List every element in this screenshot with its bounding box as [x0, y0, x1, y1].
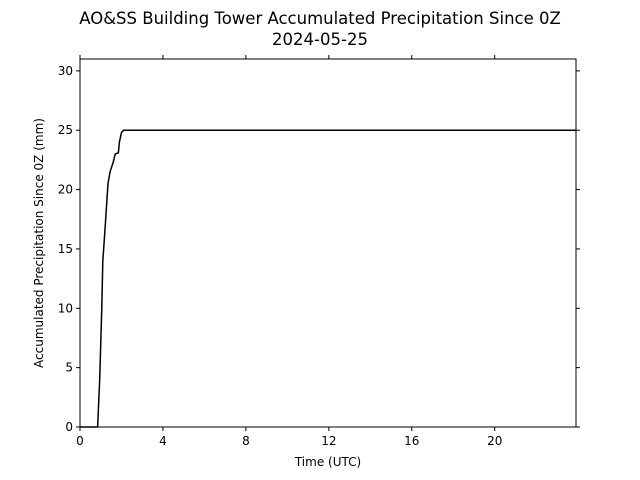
x-tick-label: 16: [404, 434, 419, 448]
x-tick-label: 12: [321, 434, 336, 448]
x-axis-label: Time (UTC): [294, 455, 361, 469]
plot-frame: [79, 58, 577, 428]
data-line: [80, 129, 576, 428]
x-tick-label: 0: [76, 434, 84, 448]
y-axis-label: Accumulated Precipitation Since 0Z (mm): [32, 118, 46, 368]
y-tick-label: 25: [58, 123, 73, 137]
y-tick-label: 20: [58, 183, 73, 197]
x-tick-label: 20: [487, 434, 502, 448]
y-tick-label: 10: [58, 301, 73, 315]
chart-title: AO&SS Building Tower Accumulated Precipi…: [79, 9, 561, 28]
y-tick-label: 30: [58, 64, 73, 78]
y-tick-label: 0: [65, 420, 73, 434]
x-tick-label: 4: [159, 434, 167, 448]
y-tick-label: 15: [58, 242, 73, 256]
x-tick-label: 8: [242, 434, 250, 448]
y-tick-label: 5: [65, 361, 73, 375]
chart-subtitle: 2024-05-25: [272, 30, 368, 49]
